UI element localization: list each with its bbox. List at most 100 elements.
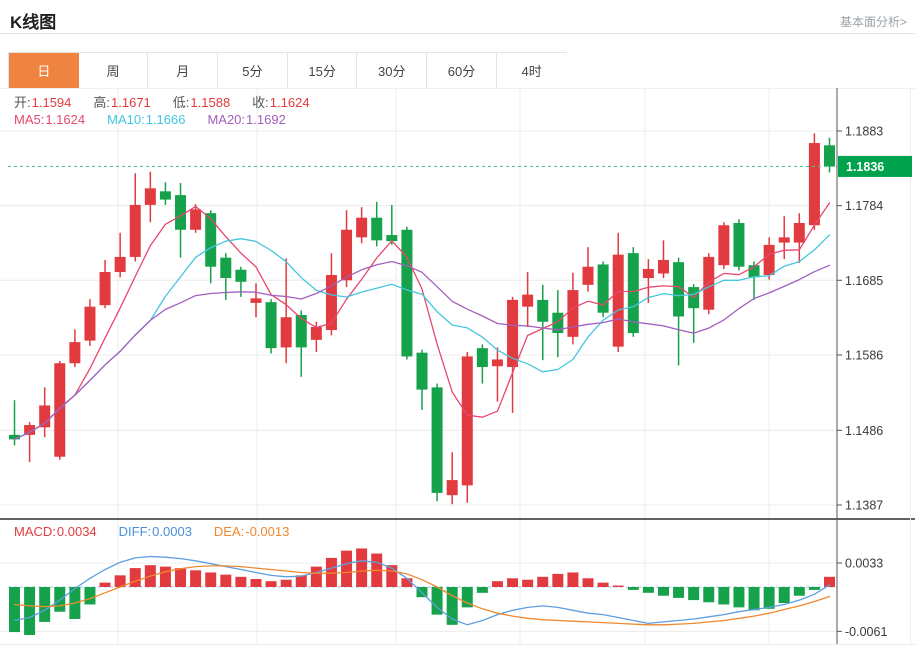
period-tab-1[interactable]: 周: [78, 53, 149, 88]
ohlc-label-0: 开:: [14, 95, 31, 110]
macd-bar: [190, 570, 202, 587]
macd-bar: [597, 582, 609, 587]
macd-bar: [24, 587, 36, 636]
period-tab-7[interactable]: 4时: [496, 53, 567, 88]
candle-body: [808, 143, 820, 226]
macd-bar: [220, 574, 232, 587]
period-tabbar: 日周月 5分 15分 30分 60分 4时: [8, 52, 567, 89]
ma-readout: MA5:1.1624 MA10:1.1666 MA20:1.1692: [14, 112, 308, 127]
macd-label-1: DIFF:: [118, 524, 152, 539]
macd-bar: [688, 587, 700, 601]
macd-bar: [763, 587, 775, 609]
macd-axis-label: -0.0061: [845, 625, 887, 639]
ohlc-label-3: 收:: [252, 95, 269, 110]
ma-label-2: MA20:: [207, 112, 246, 127]
macd-axis-label: 0.0033: [845, 556, 883, 570]
candle-body: [205, 213, 217, 267]
price-axis-label: 1.1685: [845, 274, 883, 288]
last-price-badge-text: 1.1836: [846, 160, 884, 174]
candle-body: [280, 317, 292, 348]
ma-value-0: 1.1624: [45, 112, 86, 127]
candle-body: [190, 209, 202, 230]
header-divider: [0, 33, 915, 34]
candle-body: [310, 327, 322, 340]
macd-bar: [250, 578, 262, 587]
macd-bar: [627, 587, 639, 590]
candle-body: [824, 145, 835, 167]
candle-body: [265, 302, 277, 349]
macd-value-1: 0.0003: [152, 524, 192, 539]
last-price-badge: [838, 155, 912, 177]
macd-bar: [657, 587, 669, 596]
macd-bar: [401, 578, 413, 587]
price-axis-label: 1.1486: [845, 424, 883, 438]
candle-body: [461, 356, 473, 486]
candle-body: [356, 217, 368, 238]
macd-label-0: MACD:: [14, 524, 56, 539]
ma-label-0: MA5:: [14, 112, 45, 127]
page-title: K线图: [10, 13, 57, 32]
ohlc-label-2: 低:: [172, 95, 190, 110]
candle-body: [522, 294, 534, 307]
macd-bar: [824, 576, 835, 587]
macd-bar: [39, 587, 51, 622]
candle-body: [491, 359, 503, 367]
price-axis-label: 1.1784: [845, 199, 883, 213]
kline-chart[interactable]: 1.1883 1.1784 1.1685 1.1586 1.1486 1.1387 0.00…: [0, 88, 915, 646]
macd-value-2: -0.0013: [245, 524, 290, 539]
macd-bar: [175, 568, 187, 587]
candle-body: [763, 244, 775, 276]
candle-body: [778, 237, 790, 243]
candle-body: [627, 253, 639, 334]
ma-label-1: MA10:: [107, 112, 145, 127]
candle-body: [39, 405, 51, 428]
candle-body: [9, 434, 20, 440]
macd-bar: [386, 565, 398, 587]
macd-bar: [114, 575, 126, 587]
candle-body: [159, 191, 171, 200]
candle-body: [235, 269, 247, 282]
period-tab-6[interactable]: 60分: [427, 53, 497, 88]
tabbar-underline: [0, 88, 915, 89]
macd-bar: [778, 587, 790, 604]
macd-bar: [99, 582, 111, 587]
period-tab-5[interactable]: 30分: [357, 53, 428, 88]
candle-body: [612, 254, 624, 347]
macd-bar: [310, 566, 322, 587]
period-tab-0[interactable]: 日: [9, 53, 79, 88]
macd-bar: [280, 579, 292, 587]
period-tab-4[interactable]: 15分: [287, 53, 358, 88]
macd-bar: [582, 578, 594, 587]
macd-bar: [84, 587, 96, 605]
candle-body: [642, 268, 654, 279]
price-axis-label: 1.1586: [845, 348, 883, 362]
candle-body: [175, 195, 187, 230]
period-tab-3[interactable]: 5分: [218, 53, 288, 88]
macd-bar: [205, 572, 217, 587]
candle-body: [84, 306, 96, 341]
candle-body: [144, 188, 156, 205]
candle-body: [54, 363, 66, 457]
candle-body: [250, 298, 262, 303]
candle-body: [673, 262, 685, 317]
candle-body: [476, 348, 488, 368]
candle-body: [703, 256, 715, 310]
fundamental-analysis-link[interactable]: 基本面分析>: [839, 15, 907, 29]
candle-body: [748, 265, 760, 278]
macd-bar: [793, 587, 805, 596]
candle-body: [552, 312, 564, 334]
macd-bar: [325, 557, 337, 587]
price-axis-label: 1.1387: [845, 498, 883, 512]
macd-bar: [612, 585, 624, 587]
macd-bar: [537, 576, 549, 587]
macd-bar: [522, 579, 534, 587]
ma20-line: [13, 260, 831, 441]
period-tab-2[interactable]: 月: [148, 53, 219, 88]
ohlc-label-1: 高:: [93, 95, 111, 110]
dea-line: [13, 565, 831, 626]
candle-body: [69, 342, 81, 364]
macd-bar: [9, 587, 20, 633]
ohlc-value-1: 1.1671: [111, 95, 151, 110]
candle-body: [507, 299, 519, 368]
